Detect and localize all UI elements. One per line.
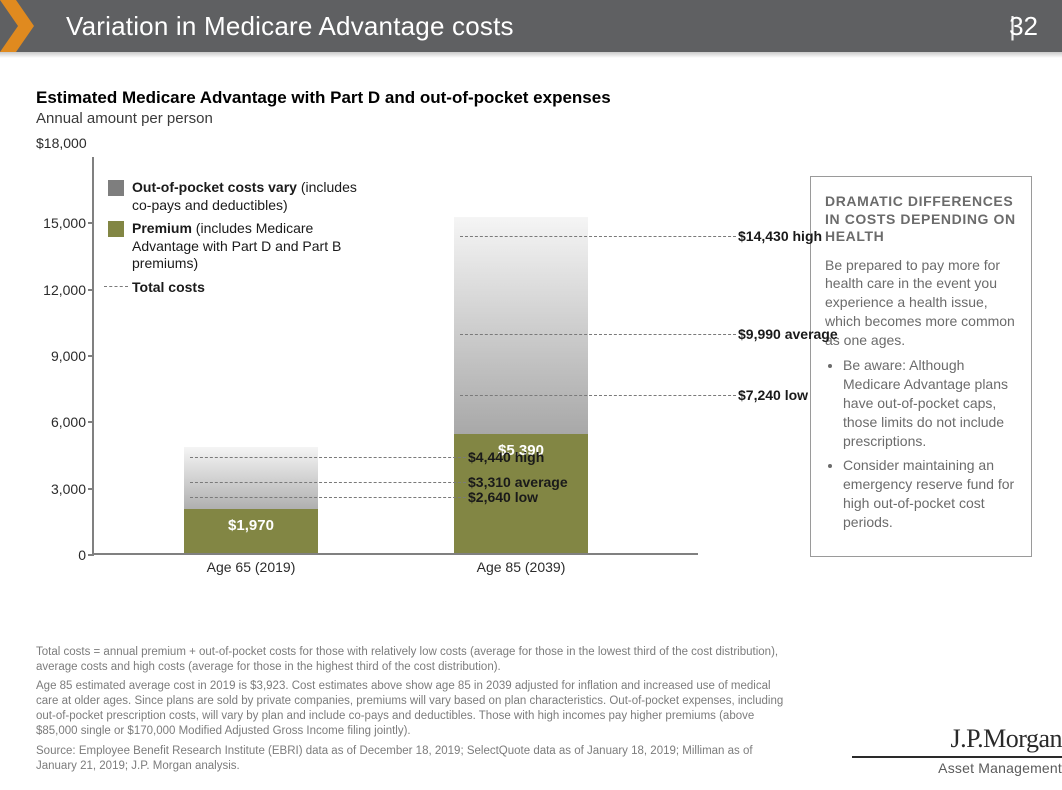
y-axis-max-label: $18,000 — [36, 135, 87, 151]
y-tick-mark — [88, 289, 94, 291]
legend-label: Out-of-pocket costs vary (includes co-pa… — [132, 179, 362, 214]
legend-swatch-oop — [108, 180, 124, 196]
annotation-label: $2,640 low — [468, 489, 538, 505]
chart-subtitle: Annual amount per person — [36, 110, 1062, 127]
chart-title: Estimated Medicare Advantage with Part D… — [36, 88, 1062, 108]
annotation-label: $7,240 low — [738, 387, 808, 403]
y-tick-mark — [88, 355, 94, 357]
legend-label: Total costs — [132, 279, 205, 297]
brand-subtitle: Asset Management — [852, 760, 1062, 776]
footnotes: Total costs = annual premium + out-of-po… — [36, 645, 796, 778]
legend-label: Premium (includes Medicare Advantage wit… — [132, 220, 362, 273]
annotation-label: $9,990 average — [738, 326, 838, 342]
legend-item: Out-of-pocket costs vary (includes co-pa… — [108, 179, 362, 214]
annotation-line — [460, 395, 736, 396]
x-axis-label: Age 85 (2039) — [477, 559, 566, 575]
bar-premium-label: $1,970 — [184, 517, 318, 534]
callout-intro: Be prepared to pay more for health care … — [825, 257, 1015, 349]
y-tick-mark — [88, 222, 94, 224]
callout-body: Be prepared to pay more for health care … — [825, 256, 1017, 532]
page-number: |32 — [1009, 11, 1038, 42]
callout-bullet: Consider maintaining an emergency reserv… — [843, 456, 1017, 532]
annotation-label: $14,430 high — [738, 228, 822, 244]
annotation-line — [190, 497, 466, 498]
footnote-3: Source: Employee Benefit Research Instit… — [36, 744, 796, 774]
y-tick-mark — [88, 554, 94, 556]
bar-premium: $1,970 — [184, 509, 318, 553]
annotation-line — [460, 236, 736, 237]
annotation-line — [190, 457, 466, 458]
legend-swatch-total — [104, 286, 128, 296]
brand-rule — [852, 756, 1062, 758]
slide-header: Variation in Medicare Advantage costs |3… — [0, 0, 1062, 52]
legend-item: Premium (includes Medicare Advantage wit… — [108, 220, 362, 273]
header-chevron-icon — [0, 0, 40, 52]
annotation-line — [460, 334, 736, 335]
legend-item: Total costs — [108, 279, 362, 297]
footnote-2: Age 85 estimated average cost in 2019 is… — [36, 679, 796, 740]
brand-logo: J.P.Morgan Asset Management — [852, 724, 1062, 776]
chart-legend: Out-of-pocket costs vary (includes co-pa… — [108, 179, 362, 302]
callout-heading: DRAMATIC DIFFERENCES IN COSTS DEPENDING … — [825, 193, 1017, 246]
annotation-label: $3,310 average — [468, 474, 568, 490]
footnote-1: Total costs = annual premium + out-of-po… — [36, 645, 796, 675]
slide-content: Estimated Medicare Advantage with Part D… — [0, 58, 1062, 790]
slide-title: Variation in Medicare Advantage costs — [66, 11, 514, 42]
y-tick-label: 12,000 — [43, 282, 94, 298]
y-tick-mark — [88, 488, 94, 490]
y-tick-label: 15,000 — [43, 215, 94, 231]
annotation-label: $4,440 high — [468, 449, 544, 465]
callout-box: DRAMATIC DIFFERENCES IN COSTS DEPENDING … — [810, 176, 1032, 557]
callout-bullet-list: Be aware: Although Medicare Advantage pl… — [825, 356, 1017, 532]
y-tick-mark — [88, 421, 94, 423]
brand-name: J.P.Morgan — [852, 724, 1062, 754]
chart-area: $18,000 03,0006,0009,00012,00015,000$1,9… — [36, 135, 796, 589]
legend-swatch-premium — [108, 221, 124, 237]
annotation-line — [190, 482, 466, 483]
x-axis-label: Age 65 (2019) — [207, 559, 296, 575]
callout-bullet: Be aware: Although Medicare Advantage pl… — [843, 356, 1017, 450]
